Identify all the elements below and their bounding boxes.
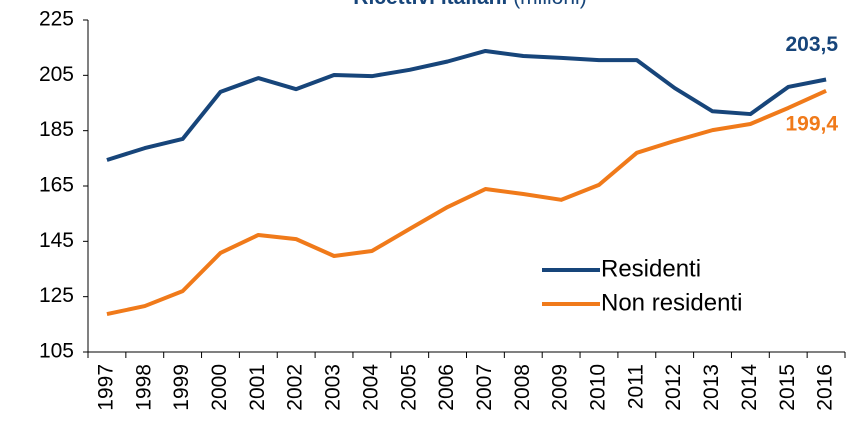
y-tick-label: 205 bbox=[39, 63, 74, 86]
x-tick-label: 2011 bbox=[624, 364, 647, 409]
x-tick-label: 2003 bbox=[322, 364, 345, 411]
x-tick-label: 2004 bbox=[359, 364, 382, 411]
x-tick-label: 2001 bbox=[246, 364, 269, 411]
legend-label: Non residenti bbox=[601, 289, 742, 316]
x-tick-label: 1997 bbox=[94, 364, 117, 411]
x-tick-label: 2005 bbox=[397, 364, 420, 411]
x-tick-label: 2010 bbox=[587, 364, 610, 411]
value-label: 199,4 bbox=[786, 112, 839, 135]
x-tick-label: 2013 bbox=[700, 364, 723, 411]
x-tick-label: 1998 bbox=[132, 364, 155, 411]
value-label: 203,5 bbox=[786, 33, 839, 56]
x-tick-label: 2006 bbox=[435, 364, 458, 411]
x-tick-label: 2014 bbox=[738, 364, 761, 411]
x-tick-label: 2000 bbox=[208, 364, 231, 411]
y-tick-label: 145 bbox=[39, 229, 74, 252]
x-tick-label: 2016 bbox=[814, 364, 837, 411]
x-tick-label: 2012 bbox=[662, 364, 685, 411]
x-tick-label: 2009 bbox=[549, 364, 572, 411]
y-tick-label: 125 bbox=[39, 284, 74, 307]
chart-title: Ricettivi italiani (milioni) bbox=[353, 0, 586, 9]
line-series bbox=[106, 48, 827, 162]
y-tick-label: 105 bbox=[39, 340, 74, 363]
x-tick-label: 2008 bbox=[511, 364, 534, 411]
x-tick-label: 2007 bbox=[473, 364, 496, 411]
y-tick-label: 185 bbox=[39, 118, 74, 141]
title-unit: (milioni) bbox=[513, 0, 587, 9]
x-tick-label: 1999 bbox=[170, 364, 193, 411]
y-tick-label: 165 bbox=[39, 174, 74, 197]
x-tick-label: 2002 bbox=[284, 364, 307, 411]
title-main: Ricettivi italiani bbox=[353, 0, 507, 9]
legend-label: Residenti bbox=[601, 255, 701, 282]
x-tick-label: 2015 bbox=[776, 364, 799, 411]
y-tick-label: 225 bbox=[39, 8, 74, 31]
line-series bbox=[106, 89, 827, 317]
